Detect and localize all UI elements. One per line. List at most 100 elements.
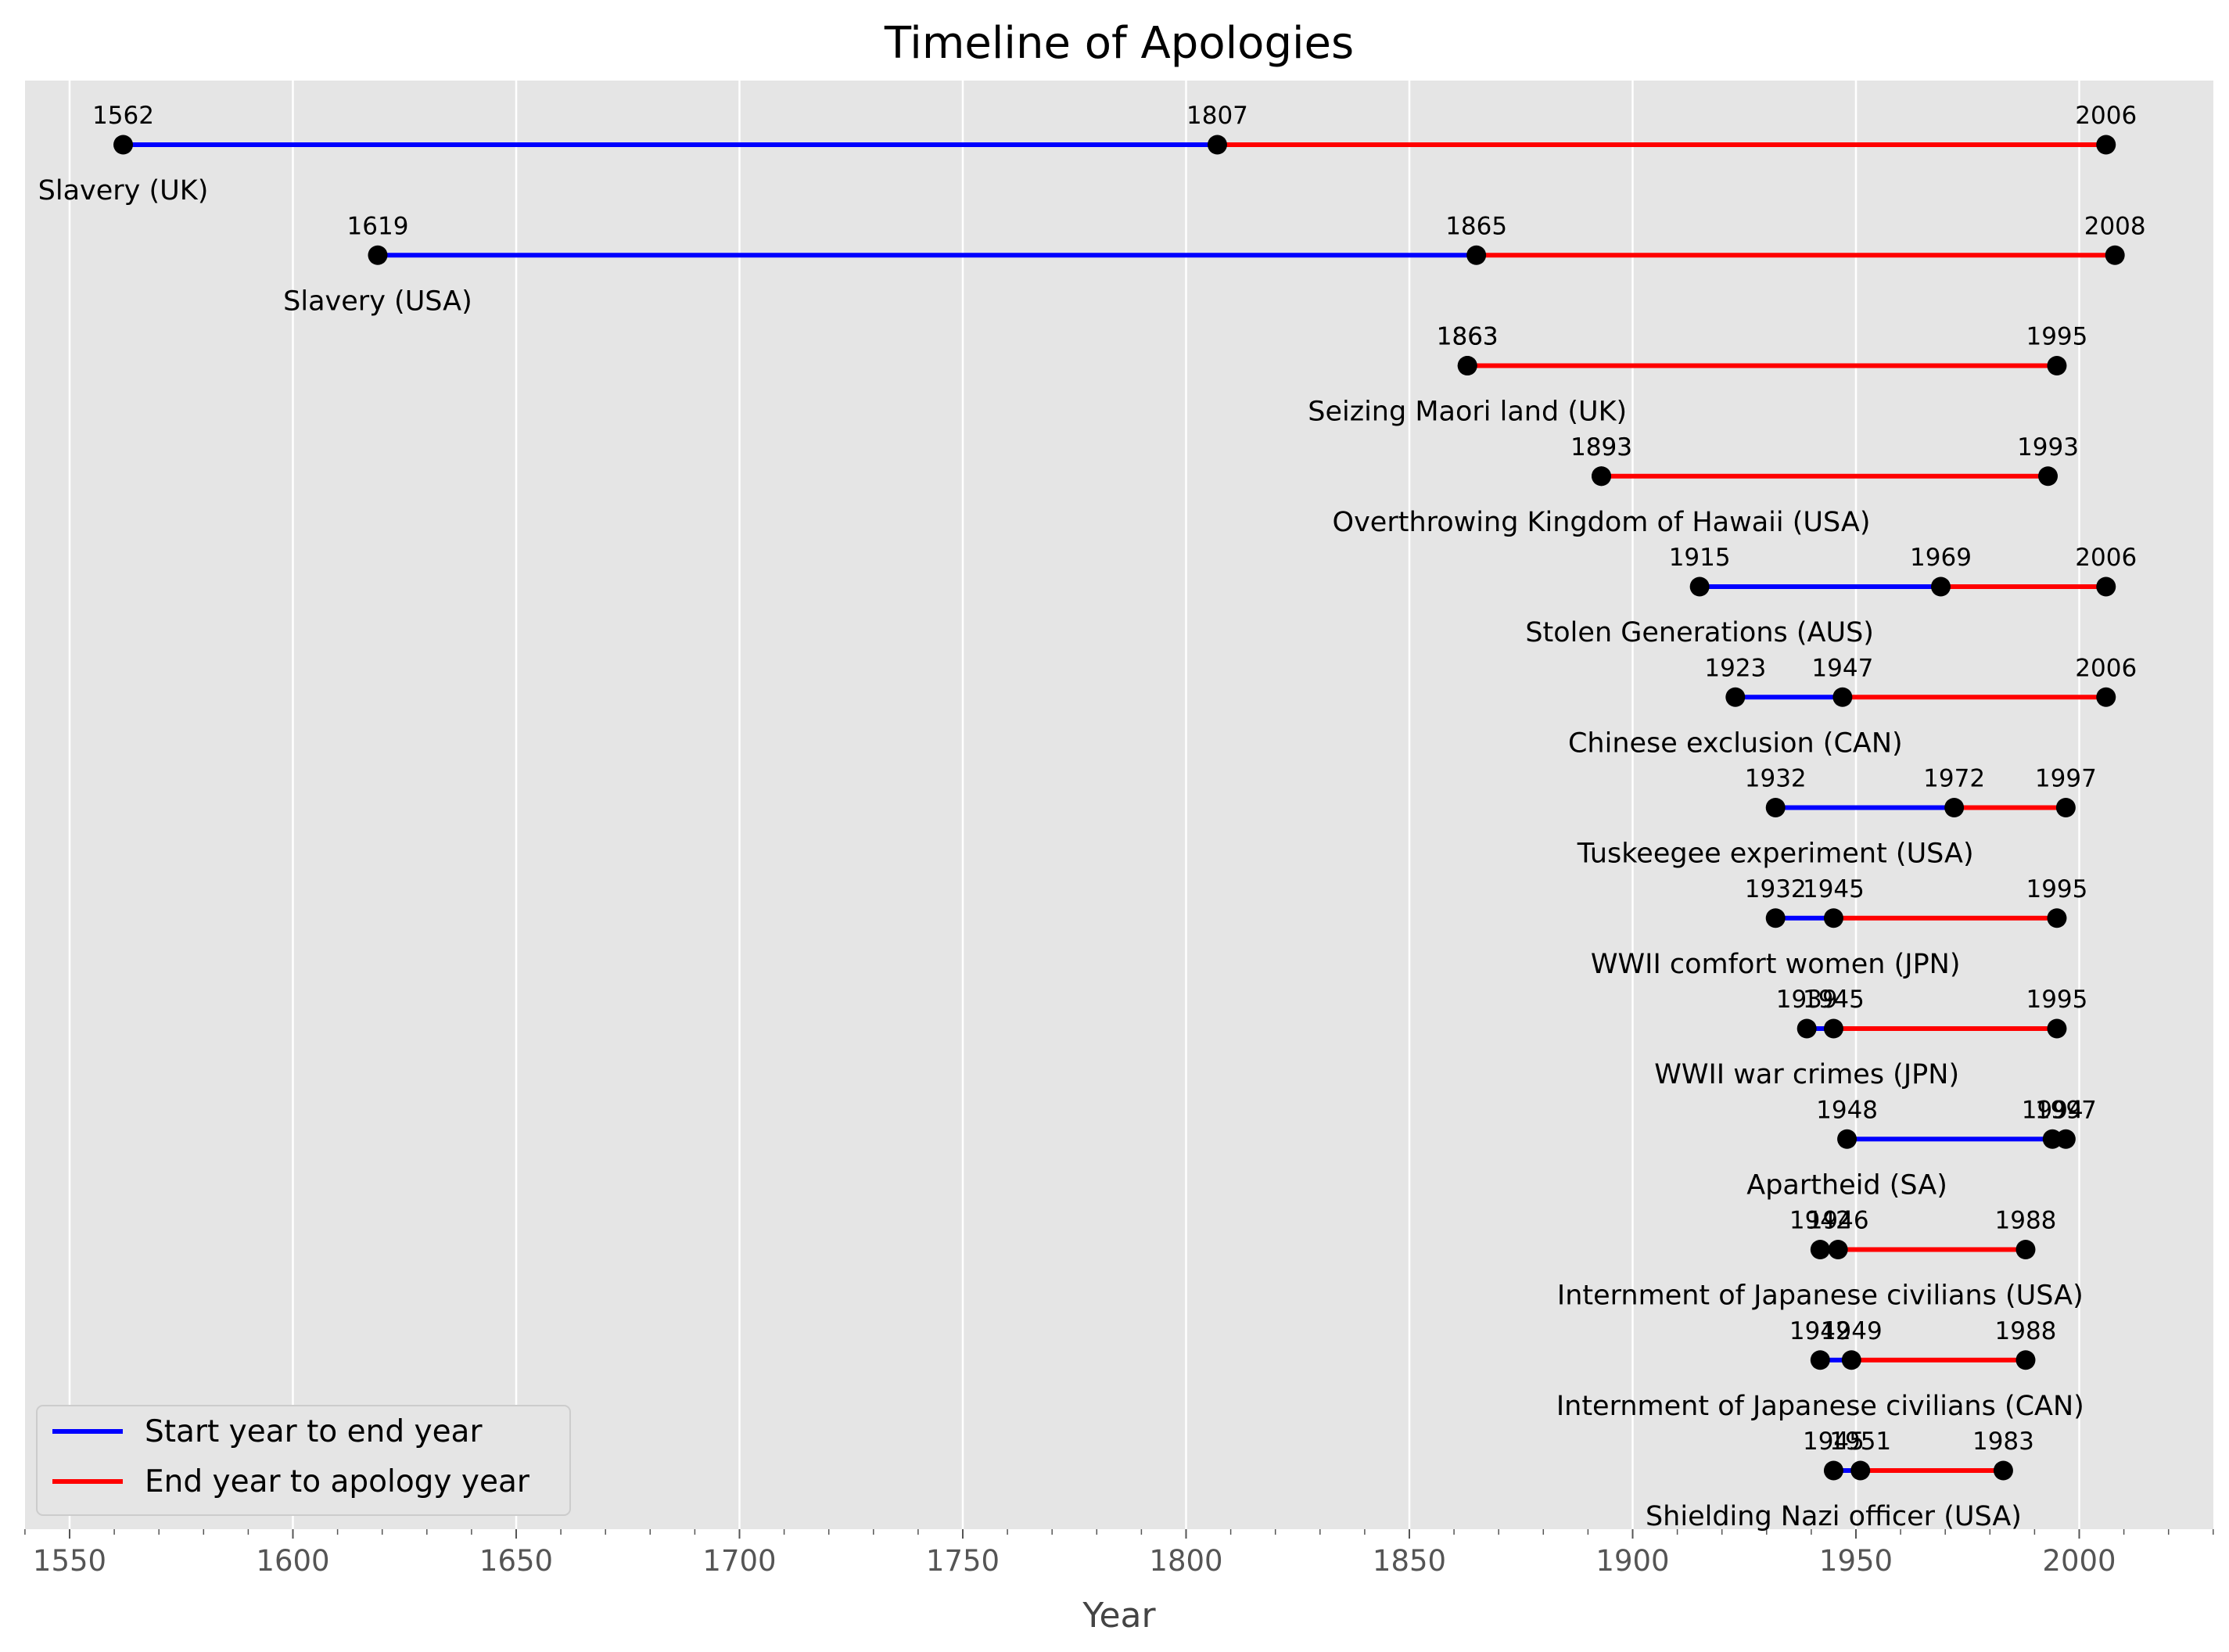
marker-start <box>113 135 134 155</box>
marker-apology <box>2047 356 2067 375</box>
marker-end <box>1930 576 1951 597</box>
legend-label-start: Start year to end year <box>145 1414 483 1449</box>
value-label-end: 1807 <box>1186 102 1248 130</box>
marker-apology <box>2015 1350 2036 1370</box>
marker-end <box>1457 356 1477 375</box>
x-tick-label: 1900 <box>1595 1544 1669 1578</box>
event-label: Shielding Nazi officer (USA) <box>1646 1501 2022 1532</box>
x-minor-ticks <box>24 1529 2214 1535</box>
marker-start <box>1765 798 1786 817</box>
marker-end <box>1944 798 1965 817</box>
marker-start <box>1689 576 1710 597</box>
marker-start <box>1796 1018 1817 1039</box>
event-7: 1932 1972 1997 Tuskeegee experiment (USA) <box>1577 765 2097 870</box>
marker-start <box>1837 1129 1858 1149</box>
marker-apology <box>2096 687 2116 707</box>
event-6: 1923 1947 2006 Chinese exclusion (CAN) <box>1568 654 2137 759</box>
x-tick-label: 1950 <box>1819 1544 1893 1578</box>
value-label-apology: 2006 <box>2075 544 2137 572</box>
marker-start <box>1765 908 1786 928</box>
value-label-end: 1865 <box>1445 212 1507 240</box>
value-label-apology: 1997 <box>2035 1096 2097 1124</box>
value-label-apology: 1983 <box>1972 1428 2034 1456</box>
value-label-start: 1893 <box>1570 433 1632 461</box>
value-label-start: 1945 <box>1803 1428 1865 1456</box>
value-label-start: 1619 <box>347 212 409 240</box>
marker-start <box>1810 1350 1830 1370</box>
x-tick-label: 1750 <box>926 1544 1000 1578</box>
event-1: 1562 1807 2006 Slavery (UK) <box>38 102 2137 206</box>
marker-apology <box>2055 1129 2076 1149</box>
plot-background <box>25 81 2213 1529</box>
value-label-apology: 1993 <box>2017 433 2079 461</box>
marker-apology <box>2105 245 2125 265</box>
x-tick-label: 1700 <box>702 1544 776 1578</box>
marker-apology <box>2038 466 2059 487</box>
value-label-start: 1932 <box>1745 875 1807 903</box>
event-label: Internment of Japanese civilians (USA) <box>1557 1280 2084 1312</box>
event-label: Stolen Generations (AUS) <box>1525 617 1874 648</box>
event-label: Seizing Maori land (UK) <box>1308 397 1627 428</box>
marker-end <box>1823 1018 1843 1039</box>
value-label-end: 1972 <box>1923 765 1985 793</box>
marker-apology <box>2055 798 2076 817</box>
value-label-end: 1949 <box>1821 1317 1883 1345</box>
value-label-start: 1942 <box>1789 1207 1851 1235</box>
marker-start <box>1810 1240 1830 1259</box>
legend: Start year to end year End year to apolo… <box>36 1405 571 1516</box>
event-label: Chinese exclusion (CAN) <box>1568 727 1903 759</box>
x-axis-label: Year <box>1082 1596 1156 1636</box>
value-label-end: 1969 <box>1910 544 1972 572</box>
legend-label-end: End year to apology year <box>145 1464 530 1499</box>
value-label-end: 1994 <box>2022 1096 2084 1124</box>
value-label-start: 1948 <box>1816 1096 1878 1124</box>
event-label: Apartheid (SA) <box>1746 1169 1947 1201</box>
marker-apology <box>2096 576 2116 597</box>
marker-apology <box>1993 1460 2013 1481</box>
value-label-start: 1915 <box>1669 544 1731 572</box>
value-label-start: 1939 <box>1776 986 1838 1014</box>
event-label: Slavery (UK) <box>38 175 209 206</box>
value-label-apology: 1988 <box>1995 1317 2057 1345</box>
event-label: Tuskeegee experiment (USA) <box>1577 839 1974 870</box>
x-major-ticks: 1550 1600 1650 1700 1750 1800 1850 1900 1950 2000 <box>33 1529 2116 1578</box>
marker-start <box>368 245 388 265</box>
marker-end <box>1828 1240 1848 1259</box>
x-tick-label: 1650 <box>479 1544 553 1578</box>
event-5: 1915 1969 2006 Stolen Generations (AUS) <box>1525 544 2137 648</box>
event-label: WWII comfort women (JPN) <box>1591 949 1961 980</box>
marker-end <box>1832 687 1853 707</box>
value-label-end: 1945 <box>1803 875 1865 903</box>
x-tick-label: 1600 <box>256 1544 329 1578</box>
marker-start <box>1823 1460 1843 1481</box>
chart-title: Timeline of Apologies <box>884 18 1354 69</box>
marker-start <box>1725 687 1746 707</box>
value-label-end: 1945 <box>1803 986 1865 1014</box>
x-tick-label: 1800 <box>1149 1544 1222 1578</box>
marker-apology <box>2047 908 2067 928</box>
value-label-start: 1923 <box>1704 654 1766 682</box>
value-label-apology: 2008 <box>2084 212 2146 240</box>
event-label: Internment of Japanese civilians (CAN) <box>1556 1391 2084 1422</box>
x-tick-label: 1850 <box>1373 1544 1446 1578</box>
value-label-apology: 2006 <box>2075 654 2137 682</box>
event-2: 1619 1865 2008 Slavery (USA) <box>283 212 2145 317</box>
value-label-end: 1947 <box>1811 654 1873 682</box>
value-label-apology: 1997 <box>2035 765 2097 793</box>
value-label-end: 1863 <box>1437 323 1499 351</box>
value-label-start: 1932 <box>1745 765 1807 793</box>
x-grid <box>68 81 2080 1529</box>
value-label-apology: 1988 <box>1995 1207 2057 1235</box>
value-label-apology: 2006 <box>2075 102 2137 130</box>
marker-end <box>1466 245 1487 265</box>
event-label: WWII war crimes (JPN) <box>1654 1059 1959 1090</box>
marker-end <box>1592 466 1612 487</box>
value-label-start: 1863 <box>1437 323 1499 351</box>
event-label: Overthrowing Kingdom of Hawaii (USA) <box>1333 507 1871 538</box>
